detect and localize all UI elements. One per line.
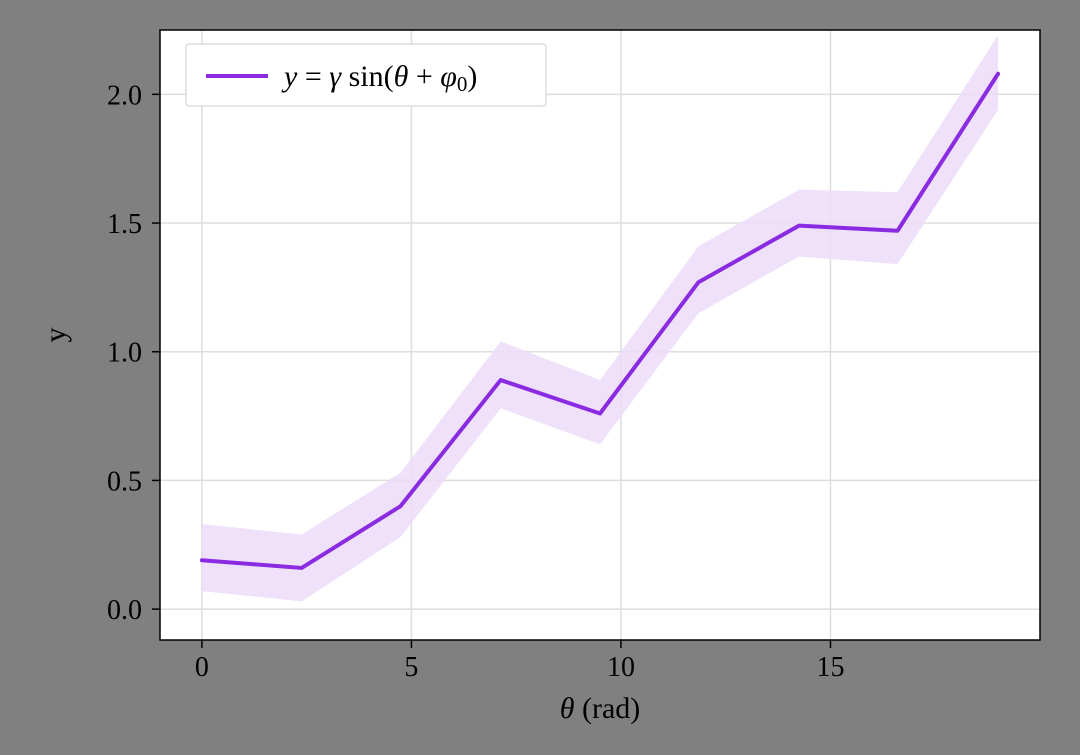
ytick-label: 0.0 [107, 595, 142, 626]
xtick-label: 0 [195, 652, 209, 683]
line-chart: 0 5 10 15 0.0 0.5 1.0 1.5 2.0 θ (rad) y y = γ sin(θ… [0, 0, 1080, 755]
ytick-label: 1.5 [107, 209, 142, 240]
ytick-label: 1.0 [107, 338, 142, 369]
y-axis-label: y [39, 328, 72, 343]
ytick-label: 0.5 [107, 466, 142, 497]
legend-label: y = γ sin(θ + φ0) [281, 60, 477, 96]
chart-container: 0 5 10 15 0.0 0.5 1.0 1.5 2.0 θ (rad) y y = γ sin(θ… [0, 0, 1080, 755]
xtick-label: 15 [816, 652, 844, 683]
x-axis-label: θ (rad) [560, 692, 641, 725]
xtick-label: 5 [404, 652, 418, 683]
ytick-label: 2.0 [107, 80, 142, 111]
xtick-label: 10 [607, 652, 635, 683]
